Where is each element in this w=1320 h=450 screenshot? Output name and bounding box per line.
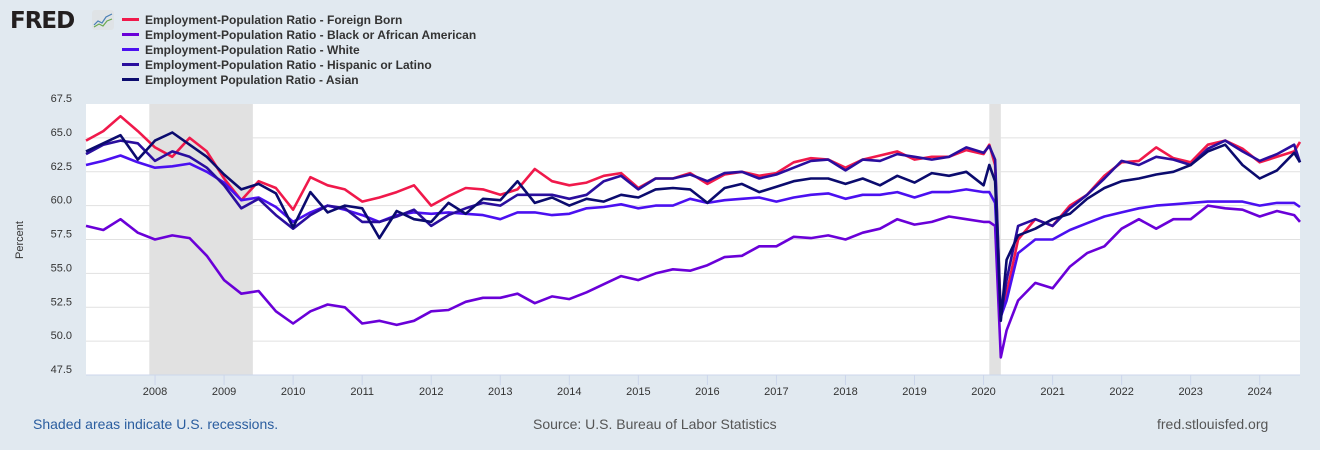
legend-label: Employment-Population Ratio - Foreign Bo… [145,12,403,27]
x-tick-label: 2021 [1040,386,1064,398]
line-chart[interactable]: 67.5 65.0 62.5 60.0 57.5 55.0 52.5 50.0 47.5 2008… [0,0,1320,410]
x-tick-label: 2018 [833,386,857,398]
series-line-2 [85,154,1301,319]
legend-label: Employment-Population Ratio - White [145,42,360,57]
x-tick-label: 2022 [1109,386,1133,398]
legend-item-asian[interactable]: Employment Population Ratio - Asian [122,72,476,87]
series-line-4 [85,131,1302,323]
legend-label: Employment-Population Ratio - Black or A… [145,27,477,42]
y-tick-label: 67.5 [51,93,72,105]
x-tick-label: 2009 [212,386,236,398]
x-tick-label: 2015 [626,386,650,398]
y-tick-label: 47.5 [51,364,72,376]
x-tick-label: 2017 [764,386,788,398]
x-tick-label: 2023 [1178,386,1202,398]
y-tick-label: 50.0 [51,330,72,342]
legend-swatch [122,18,139,21]
x-tick-label: 2016 [695,386,719,398]
series-line-3 [85,139,1302,320]
y-tick-label: 60.0 [51,195,72,207]
legend-label: Employment-Population Ratio - Hispanic o… [145,57,432,72]
legend-swatch [122,78,139,81]
x-tick-label: 2020 [971,386,995,398]
legend-item-hispanic[interactable]: Employment-Population Ratio - Hispanic o… [122,57,476,72]
legend-item-white[interactable]: Employment-Population Ratio - White [122,42,476,57]
fred-url[interactable]: fred.stlouisfed.org [1157,416,1269,432]
x-tick-label: 2024 [1247,386,1271,398]
y-tick-label: 62.5 [51,161,72,173]
source-text: Source: U.S. Bureau of Labor Statistics [533,416,777,432]
series-line-1 [85,204,1301,359]
x-tick-label: 2012 [419,386,443,398]
x-tick-label: 2010 [281,386,305,398]
fred-chart-logo-icon [92,10,114,30]
x-tick-label: 2013 [488,386,512,398]
x-tick-label: 2011 [350,386,374,398]
x-tick-label: 2014 [557,386,581,398]
y-tick-label: 55.0 [51,262,72,274]
legend-item-black[interactable]: Employment-Population Ratio - Black or A… [122,27,476,42]
fred-logo[interactable]: FRED [10,8,75,34]
x-tick-label: 2008 [143,386,167,398]
legend-swatch [122,33,139,36]
legend: Employment-Population Ratio - Foreign Bo… [122,12,476,87]
legend-swatch [122,63,139,66]
legend-label: Employment Population Ratio - Asian [145,72,359,87]
legend-swatch [122,48,139,51]
recessions-note-link[interactable]: Shaded areas indicate U.S. recessions. [33,416,279,432]
y-axis-label: Percent [14,221,26,259]
legend-item-foreign-born[interactable]: Employment-Population Ratio - Foreign Bo… [122,12,476,27]
x-tick-label: 2019 [902,386,926,398]
y-tick-label: 57.5 [51,229,72,241]
y-tick-label: 65.0 [51,127,72,139]
y-tick-label: 52.5 [51,296,72,308]
